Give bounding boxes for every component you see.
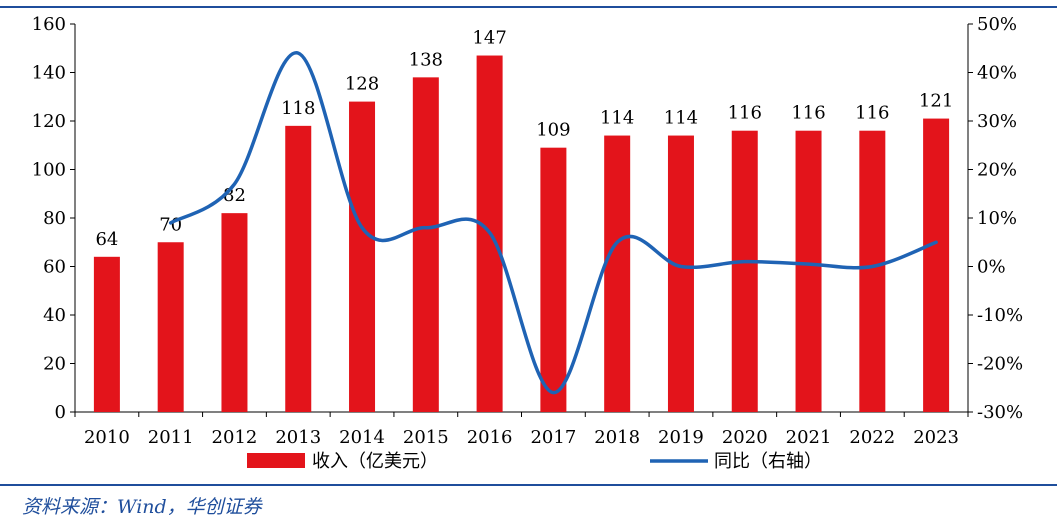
left-tick-label: 120 [32,111,66,132]
yoy-series-line [168,51,938,395]
x-tick-label: 2010 [84,427,130,448]
right-tick-label: 30% [977,111,1017,132]
bar-value-label: 114 [664,108,698,129]
x-tick-label: 2014 [339,427,385,448]
right-tick-label: 50% [977,14,1017,35]
x-tick-label: 2023 [913,427,959,448]
x-tick-label: 2021 [786,427,832,448]
x-tick-label: 2017 [530,427,576,448]
x-tick-label: 2016 [467,427,513,448]
source-note: 资料来源：Wind，华创证券 [22,496,262,518]
legend-bar-swatch [247,453,305,468]
bar [795,130,822,412]
bar [731,130,758,412]
right-tick-label: -30% [977,402,1023,423]
legend-line-label: 同比（右轴） [714,451,822,472]
bar-value-label: 121 [919,91,953,112]
bar [93,256,120,412]
x-tick-label: 2015 [403,427,449,448]
left-tick-label: 100 [32,160,66,181]
right-tick-label: 10% [977,208,1017,229]
bar-value-label: 70 [159,214,182,235]
left-tick-label: 160 [32,14,66,35]
x-tick-label: 2018 [594,427,640,448]
right-tick-label: -10% [977,305,1023,326]
bar-value-label: 64 [95,229,118,250]
bar-value-label: 147 [472,28,506,49]
left-tick-label: 40 [43,305,66,326]
bar [285,125,312,412]
bar [412,77,439,412]
right-tick-label: 0% [977,257,1006,278]
right-tick-label: 20% [977,160,1017,181]
left-tick-label: 80 [43,208,66,229]
legend-bar-label: 收入（亿美元） [312,451,438,472]
bar-value-label: 116 [791,103,825,124]
bar-value-label: 138 [409,49,443,70]
x-tick-label: 2022 [849,427,895,448]
x-tick-label: 2012 [212,427,258,448]
right-tick-label: -20% [977,354,1023,375]
left-tick-label: 20 [43,354,66,375]
bar-value-label: 116 [728,103,762,124]
bar [349,101,376,412]
left-tick-label: 60 [43,257,66,278]
bar [667,135,694,413]
bar [221,213,248,412]
bar [540,147,567,413]
x-tick-label: 2013 [275,427,321,448]
right-tick-label: 40% [977,63,1017,84]
bottom-rule [0,484,1057,486]
bar [157,242,184,412]
revenue-yoy-chart: 0 20 40 60 80 100 120 140 160 -30% -20% -10% 0% 10% 20… [32,14,1023,472]
bar-value-label: 118 [281,98,315,119]
x-tick-label: 2020 [722,427,768,448]
bar-value-label: 82 [223,185,246,206]
bar-value-label: 128 [345,74,379,95]
bar-value-label: 109 [536,120,570,141]
bar [604,135,631,413]
top-rule [0,6,1057,8]
left-tick-label: 140 [32,63,66,84]
bar-value-label: 114 [600,108,634,129]
bar [923,118,950,412]
bar-value-label: 116 [855,103,889,124]
left-tick-label: 0 [55,402,66,423]
x-tick-label: 2011 [148,427,194,448]
bar [859,130,886,412]
x-tick-label: 2019 [658,427,704,448]
